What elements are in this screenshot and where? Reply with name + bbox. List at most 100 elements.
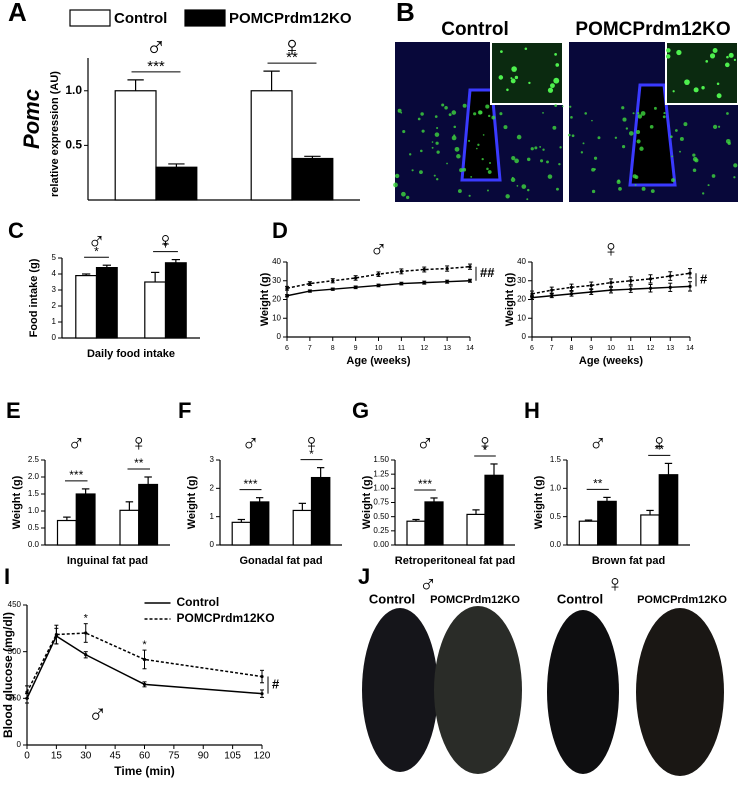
y-tick-label: 0.75 (373, 498, 389, 507)
cell (441, 103, 445, 107)
category-label: ♂ (589, 429, 607, 456)
cell (400, 111, 403, 114)
cell (702, 192, 705, 195)
cell (434, 115, 438, 118)
cell (705, 60, 709, 63)
cell (510, 78, 516, 84)
panel-letter: I (4, 564, 10, 589)
cell (488, 114, 491, 118)
point (331, 287, 335, 291)
x-tick-label: 105 (224, 751, 241, 762)
image-label: POMCPrdm12KO (430, 594, 520, 606)
y-tick-label: 1.5 (28, 489, 40, 498)
point (688, 271, 692, 275)
x-tick-label: 7 (308, 345, 312, 352)
x-tick-label: 90 (198, 751, 210, 762)
x-tick-label: 60 (139, 751, 151, 762)
cell (411, 169, 414, 172)
image-label: POMCPrdm12KO (575, 19, 730, 40)
y-label: Weight (g) (186, 475, 198, 529)
category-label: ♀ (650, 429, 668, 456)
y-tick-label: 0 (277, 332, 282, 341)
panel-letter: B (396, 0, 415, 27)
cell (632, 112, 635, 115)
cell (499, 112, 503, 116)
y-tick-label: 3 (52, 285, 57, 294)
point (142, 657, 147, 662)
x-tick-label: 13 (443, 345, 451, 352)
y-tick-label: 1.0 (28, 506, 40, 515)
cell (692, 168, 697, 172)
cell (591, 189, 596, 194)
cell (666, 48, 671, 53)
cell (550, 83, 555, 89)
cell (505, 194, 510, 199)
cell (454, 146, 460, 152)
y-tick-label: 0.5 (65, 138, 82, 152)
y-tick-label: 4 (52, 269, 57, 278)
cell (733, 176, 736, 179)
panel-letter: H (524, 398, 540, 423)
legend-label: POMCPrdm12KO (177, 611, 275, 625)
cell (451, 135, 457, 141)
cell (547, 174, 553, 179)
y-tick-label: 0 (17, 740, 22, 749)
y-tick-label: 1.0 (65, 83, 82, 97)
category-label: ♀ (282, 30, 303, 61)
cell (637, 112, 640, 115)
category-label: ♂ (67, 429, 85, 456)
point (668, 274, 672, 278)
x-tick-label: 12 (420, 345, 428, 352)
cell (716, 82, 720, 85)
point (468, 265, 472, 269)
significance: * (483, 443, 488, 457)
x-label: Retroperitoneal fat pad (395, 555, 515, 567)
cell (477, 143, 480, 147)
point (629, 279, 633, 283)
cell (487, 170, 492, 174)
cell (712, 124, 718, 129)
cell (561, 105, 564, 108)
cell (393, 182, 398, 188)
x-tick-label: 10 (607, 345, 615, 352)
significance: * (309, 447, 314, 461)
y-tick-label: 30 (517, 276, 526, 285)
cell (402, 129, 406, 134)
panel-b: B Control POMCPrdm12KO (393, 0, 738, 202)
cell (724, 62, 730, 68)
x-tick-label: 6 (285, 345, 289, 352)
bar (75, 493, 96, 546)
bar (155, 166, 198, 201)
cell (526, 157, 531, 162)
cell (485, 104, 490, 109)
cell (448, 113, 452, 117)
cell (417, 117, 421, 121)
cell (516, 185, 519, 187)
significance: *** (147, 58, 165, 75)
bar (658, 474, 679, 546)
cell (591, 119, 593, 122)
ventricle (460, 88, 502, 182)
y-label: Pomc (19, 89, 44, 149)
cell (692, 153, 696, 157)
point (589, 290, 593, 294)
bar (578, 520, 599, 546)
cell (580, 151, 584, 154)
category-label: ♂ (146, 30, 167, 61)
cell (514, 158, 519, 164)
x-label: Age (weeks) (346, 355, 411, 367)
cell (628, 131, 634, 136)
mouse (547, 610, 619, 774)
y-tick-label: 30 (272, 276, 281, 285)
cell (489, 162, 492, 165)
cell (546, 160, 549, 164)
bar (292, 509, 313, 546)
point (354, 285, 358, 289)
y-tick-label: 2 (210, 483, 215, 492)
y-tick-label: 0 (522, 332, 527, 341)
cell (591, 167, 596, 172)
cell (457, 189, 462, 193)
y-tick-label: 1.50 (373, 455, 389, 464)
panel-letter: G (352, 398, 369, 423)
